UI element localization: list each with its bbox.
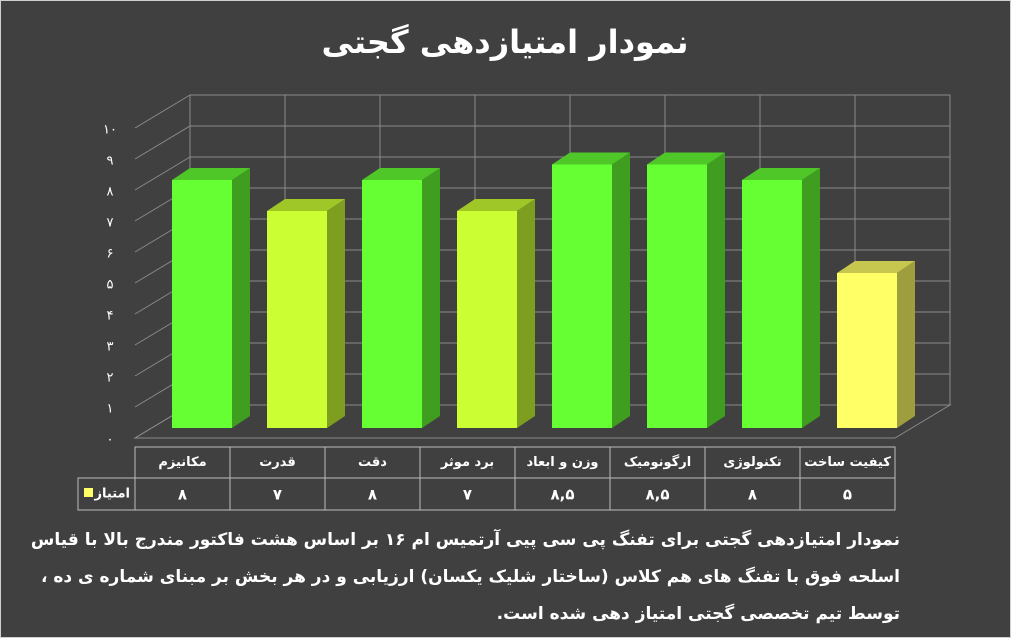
bar [647,164,707,428]
bar [457,211,517,428]
chart-title: نمودار امتیازدهی گجتی [321,23,688,61]
bar [552,164,612,428]
bar-top [742,168,820,180]
bar-top [552,152,630,165]
y-tick-label: ۲ [107,371,114,386]
value-label: ۷ [463,486,472,504]
bar-top [172,168,250,180]
x-tick-label: کیفیت ساخت [804,455,891,470]
grid-line [134,125,191,160]
caption-line: توسط تیم تخصصی گجتی امتیاز دهی شده است. [497,603,900,624]
caption-line: اسلحه فوق با تفنگ های هم کلاس (ساختار شل… [41,566,900,587]
bar-side [517,199,535,428]
bar-side [327,199,345,428]
bar-side [707,152,725,428]
legend-key [84,488,93,497]
value-label: ۸,۵ [645,486,669,504]
y-tick-label: ۹ [107,154,114,169]
caption-line: نمودار امتیازدهی گجتی برای تفنگ پی سی پی… [31,528,900,550]
bar-top [362,168,440,180]
y-tick-label: ۷ [107,216,114,231]
x-tick-label: دقت [358,455,387,470]
y-tick-label: ۵ [107,278,114,293]
y-tick-label: ۴ [107,309,114,324]
x-tick-label: برد موثر [440,455,494,470]
bar [267,211,327,428]
x-tick-label: تکنولوژی [723,455,781,470]
value-label: ۵ [843,486,852,504]
bar [172,180,232,428]
bar-top [457,199,535,211]
y-tick-label: ۱۰ [103,123,117,138]
x-tick-label: ارگونومیک [624,454,691,470]
y-tick-label: ۱ [107,402,114,417]
bar-side [422,168,440,428]
x-tick-label: مکانیزم [158,455,206,470]
y-tick-label: ۳ [107,340,114,355]
grid-line [134,94,191,129]
table-border [77,477,136,511]
bar [742,180,802,428]
bar-top [837,261,915,273]
bar-side [612,152,630,428]
value-label: ۸,۵ [550,486,574,504]
bar-side [232,168,250,428]
value-label: ۷ [273,486,282,504]
legend-label: امتیاز [94,487,130,502]
x-tick-label: وزن و ابعاد [526,455,598,470]
y-tick-label: ۰ [107,433,114,448]
bar-top [267,199,345,211]
x-tick-label: قدرت [259,455,296,470]
bar-top [647,152,725,165]
y-tick-label: ۸ [107,185,114,200]
value-label: ۸ [178,486,187,504]
bar [837,273,897,428]
value-label: ۸ [368,486,377,504]
grid-line [134,156,191,191]
value-label: ۸ [748,486,757,504]
bar [362,180,422,428]
bar-side [897,261,915,428]
bar-side [802,168,820,428]
y-tick-label: ۶ [107,247,114,262]
